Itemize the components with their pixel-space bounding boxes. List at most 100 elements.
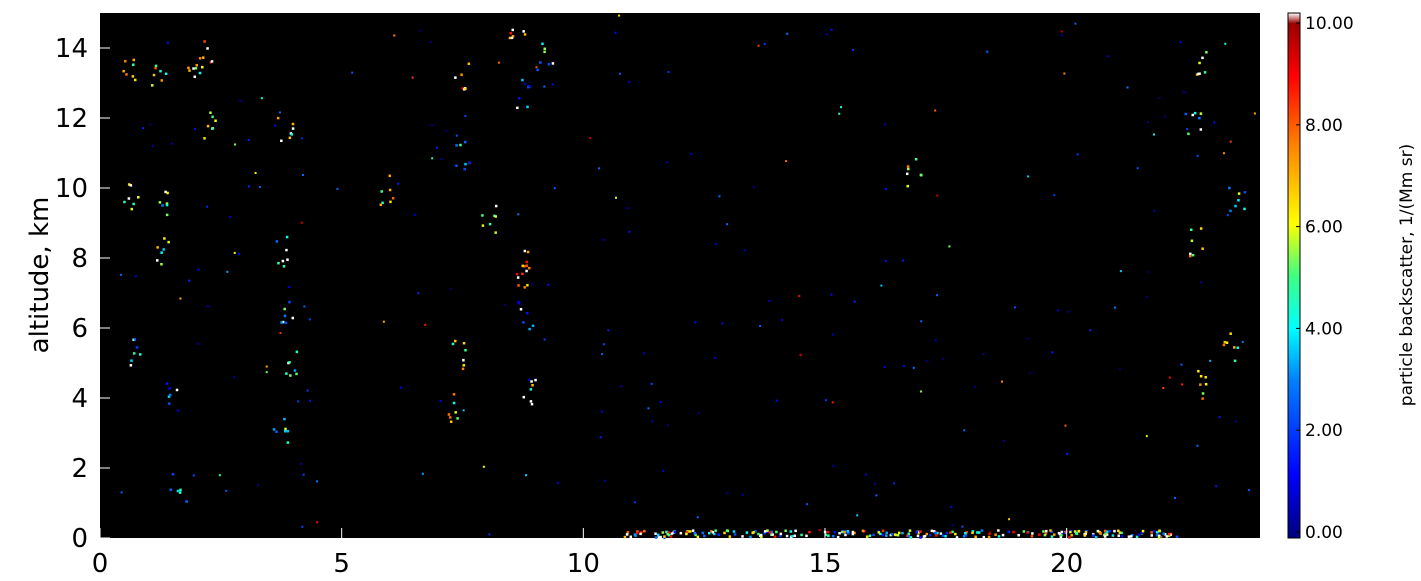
data-point <box>805 534 808 538</box>
data-point <box>1049 529 1052 532</box>
data-point <box>909 536 913 539</box>
data-point <box>274 124 277 127</box>
data-point <box>794 529 797 533</box>
data-point <box>741 535 744 538</box>
data-point <box>908 529 912 532</box>
data-point <box>659 535 662 539</box>
data-point <box>728 535 732 538</box>
data-point <box>202 56 205 59</box>
data-point <box>1063 72 1066 75</box>
data-point <box>1111 534 1115 537</box>
data-point <box>714 529 717 532</box>
data-point <box>629 535 633 539</box>
data-point <box>885 531 888 535</box>
data-point <box>799 353 802 356</box>
data-point <box>893 533 897 536</box>
data-point <box>785 534 789 538</box>
data-point <box>481 214 484 217</box>
data-point <box>847 532 850 535</box>
data-point <box>1119 270 1122 273</box>
data-point <box>1084 530 1088 534</box>
data-point <box>883 123 886 126</box>
data-point <box>165 203 169 207</box>
data-point <box>1152 530 1156 533</box>
data-point <box>928 533 932 537</box>
data-point <box>780 319 783 322</box>
data-point <box>1127 535 1131 538</box>
data-point <box>654 532 657 535</box>
data-point <box>239 99 242 102</box>
data-point <box>977 531 981 534</box>
data-point <box>935 294 938 297</box>
data-point <box>589 137 592 140</box>
data-point <box>853 300 856 303</box>
data-point <box>198 56 202 60</box>
data-point <box>525 474 528 477</box>
data-point <box>1195 73 1199 76</box>
data-point <box>694 321 697 324</box>
data-point <box>454 76 457 79</box>
data-point <box>195 64 199 67</box>
data-point <box>523 249 527 253</box>
data-point <box>449 420 453 424</box>
colorbar-tick-label: 0.00 <box>1305 523 1343 543</box>
data-point <box>1158 97 1161 100</box>
data-point <box>987 535 991 539</box>
data-point <box>193 128 196 131</box>
data-point <box>283 417 286 421</box>
data-point <box>907 532 911 536</box>
data-point <box>436 146 439 149</box>
data-point <box>1146 295 1149 298</box>
data-point <box>785 160 788 163</box>
data-point <box>192 67 195 70</box>
data-point <box>831 333 834 336</box>
data-point <box>773 535 777 539</box>
data-point <box>932 529 936 533</box>
data-point <box>462 409 465 412</box>
data-point <box>179 488 182 492</box>
data-point <box>129 184 133 187</box>
data-point <box>229 215 232 218</box>
data-point <box>336 187 339 190</box>
data-point <box>962 534 966 538</box>
data-point <box>1167 534 1171 537</box>
data-point <box>976 531 979 534</box>
data-point <box>276 116 280 120</box>
data-point <box>1229 140 1232 143</box>
data-point <box>1175 535 1179 538</box>
data-point <box>851 532 855 536</box>
data-point <box>553 187 556 190</box>
data-point <box>650 382 653 385</box>
data-point <box>666 424 669 427</box>
data-point <box>293 369 297 372</box>
data-point <box>1057 531 1061 535</box>
data-point <box>1199 227 1203 230</box>
data-point <box>301 174 304 177</box>
data-point <box>531 324 535 328</box>
data-point <box>541 42 544 46</box>
y-tick-label: 14 <box>55 34 88 64</box>
data-point <box>1199 281 1202 284</box>
data-point <box>1070 533 1073 537</box>
data-point <box>187 66 190 70</box>
data-point <box>193 75 196 79</box>
data-point <box>456 417 459 420</box>
data-point <box>286 258 289 261</box>
data-point <box>464 162 467 166</box>
data-point <box>1069 530 1072 534</box>
data-point <box>218 474 221 477</box>
data-point <box>185 500 188 503</box>
y-tick-label: 4 <box>71 384 88 414</box>
data-point <box>503 303 506 306</box>
data-point <box>556 481 559 484</box>
data-point <box>119 273 122 276</box>
data-point <box>685 531 688 534</box>
data-point <box>494 204 498 208</box>
data-point <box>906 534 909 537</box>
data-point <box>131 75 135 78</box>
data-point <box>1168 376 1171 379</box>
data-point <box>233 376 236 379</box>
data-point <box>1150 534 1154 537</box>
data-point <box>1103 535 1107 538</box>
data-point <box>165 202 169 205</box>
